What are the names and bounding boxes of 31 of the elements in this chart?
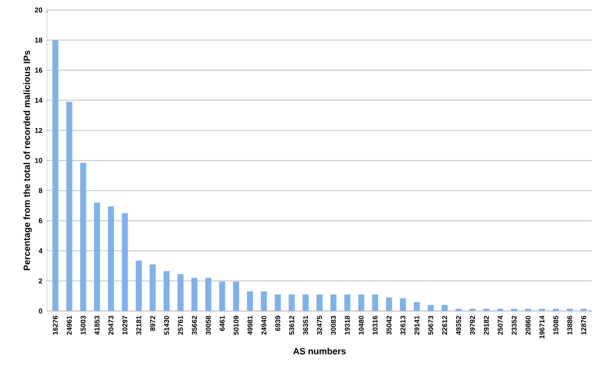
bar: [136, 260, 142, 311]
bar: [205, 278, 212, 311]
bar: [330, 294, 336, 311]
bar: [219, 282, 226, 311]
bar: [80, 162, 86, 311]
y-axis-title: Percentage from the total of recorded malicious IPs: [23, 50, 32, 270]
bar: [108, 206, 114, 311]
bar: [302, 294, 309, 311]
bar: [246, 291, 253, 311]
bar: [386, 297, 392, 311]
bar: [428, 304, 434, 311]
bar: [150, 264, 156, 311]
bar: [177, 274, 184, 311]
bar: [233, 282, 240, 311]
x-axis-title: AS numbers: [293, 348, 346, 354]
bar: [400, 298, 406, 311]
bar: [372, 294, 378, 311]
bar: [358, 294, 364, 311]
bar: [442, 304, 448, 311]
bar: [288, 294, 295, 311]
bar: [414, 302, 420, 311]
bar: [344, 294, 350, 311]
bar: [52, 40, 58, 311]
bar: [164, 271, 170, 311]
bar: [122, 213, 128, 311]
bar: [66, 102, 72, 311]
bar: [260, 291, 267, 311]
bar: [94, 202, 100, 311]
bar: [316, 294, 323, 311]
bar: [274, 294, 281, 311]
bar: [191, 278, 198, 311]
